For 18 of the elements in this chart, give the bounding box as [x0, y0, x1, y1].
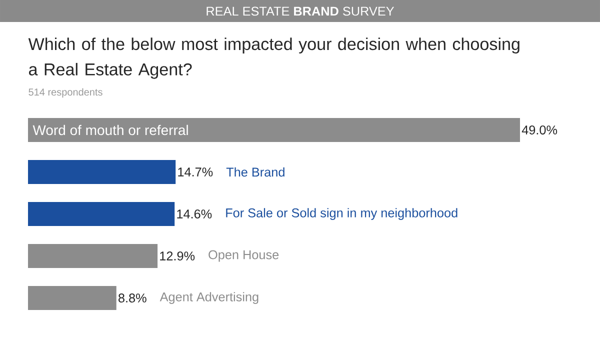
- y-tick-label: The Brand: [226, 167, 284, 177]
- y-tick-label: Agent Advertising: [160, 292, 258, 304]
- y-tick-label: For Sale or Sold sign in my neighborhood: [226, 208, 458, 220]
- bar: [28, 202, 175, 226]
- bar: [28, 244, 158, 268]
- bar: [28, 118, 520, 142]
- data-label: 14.7%: [178, 168, 213, 176]
- bar: [28, 286, 116, 310]
- bar: [28, 160, 176, 184]
- text: 514 respondents: [28, 88, 102, 98]
- y-tick-label: Word of mouth or referral: [32, 124, 188, 136]
- chart-subtitle: Which of the below most impacted your decision when choosing a Real Estate Agent?: [28, 38, 520, 79]
- data-label: 14.6%: [177, 210, 212, 218]
- chart-title: REAL ESTATE BRAND SURVEY: [206, 6, 394, 16]
- y-tick-label: Open House: [208, 250, 279, 262]
- data-label: 12.9%: [160, 252, 195, 260]
- data-label: 8.8%: [118, 294, 146, 302]
- data-label: 49.0%: [522, 126, 558, 134]
